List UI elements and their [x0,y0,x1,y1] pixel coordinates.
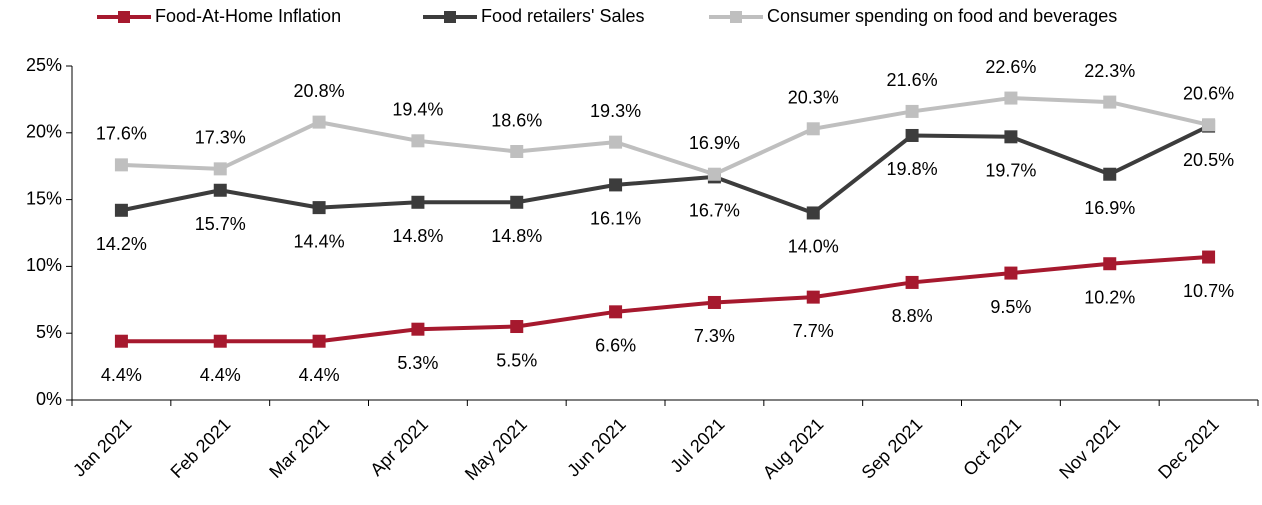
data-label: 19.8% [887,159,938,179]
data-label: 14.8% [392,226,443,246]
x-tick-label: Jan 2021 [69,414,136,481]
marker [411,134,425,148]
marker [312,201,326,215]
series-line [121,255,1209,344]
marker [213,183,227,197]
marker [114,158,128,172]
data-label: 17.6% [96,124,147,144]
marker [510,195,524,209]
data-label: 14.2% [96,234,147,254]
x-tick-label: Jul 2021 [666,414,728,476]
x-tick-label: Dec 2021 [1154,414,1223,483]
marker [1202,250,1216,264]
data-label: 7.3% [694,326,735,346]
data-label: 5.5% [496,350,537,370]
data-label: 19.4% [392,100,443,120]
data-label: 20.5% [1183,150,1234,170]
marker [707,167,721,181]
data-label: 22.3% [1084,61,1135,81]
y-tick-label: 15% [26,188,62,208]
data-label: 4.4% [200,365,241,385]
data-label: 16.9% [1084,198,1135,218]
marker [510,145,524,159]
data-label: 16.7% [689,201,740,221]
data-label: 21.6% [887,70,938,90]
data-label: 19.3% [590,101,641,121]
marker [1004,130,1018,144]
data-label: 16.9% [689,133,740,153]
x-tick-label: Mar 2021 [265,414,333,482]
x-tick-label: Oct 2021 [959,414,1025,480]
marker [1103,257,1117,271]
y-tick-label: 10% [26,255,62,275]
marker [114,334,128,348]
data-label: 19.7% [985,161,1036,181]
marker [609,135,623,149]
x-tick-label: Apr 2021 [366,414,432,480]
marker [1103,95,1117,109]
data-label: 18.6% [491,110,542,130]
x-tick-label: May 2021 [461,414,531,484]
x-tick-label: Feb 2021 [167,414,235,482]
marker [905,104,919,118]
series-line [121,124,1210,215]
marker [707,295,721,309]
data-label: 9.5% [990,297,1031,317]
data-label: 10.2% [1084,287,1135,307]
legend-label: Consumer spending on food and beverages [767,6,1117,26]
x-tick-label: Aug 2021 [759,414,828,483]
data-label: 8.8% [892,306,933,326]
marker [905,128,919,142]
y-tick-label: 0% [36,389,62,409]
series-line [121,96,1210,177]
marker [806,206,820,220]
data-label: 15.7% [195,214,246,234]
marker [609,305,623,319]
marker [411,322,425,336]
marker [1004,91,1018,105]
x-tick-label: Jun 2021 [563,414,630,481]
data-label: 20.8% [294,81,345,101]
marker [213,334,227,348]
data-label: 10.7% [1183,281,1234,301]
marker [905,275,919,289]
legend-marker [444,11,456,23]
y-tick-label: 25% [26,55,62,75]
marker [411,195,425,209]
marker [806,122,820,136]
data-label: 4.4% [101,365,142,385]
marker [213,162,227,176]
marker [806,290,820,304]
marker [114,203,128,217]
data-label: 17.3% [195,128,246,148]
marker [609,178,623,192]
marker [1004,266,1018,280]
data-label: 7.7% [793,321,834,341]
data-label: 5.3% [397,353,438,373]
y-tick-label: 20% [26,122,62,142]
y-tick-label: 5% [36,322,62,342]
legend-label: Food-At-Home Inflation [155,6,341,26]
data-label: 20.3% [788,88,839,108]
marker [1202,118,1216,132]
x-tick-label: Sep 2021 [858,414,927,483]
data-label: 20.6% [1183,84,1234,104]
marker [510,320,524,334]
legend-marker [730,11,742,23]
legend-label: Food retailers' Sales [481,6,645,26]
legend-marker [118,11,130,23]
x-tick-label: Nov 2021 [1055,414,1124,483]
marker [312,115,326,129]
marker [312,334,326,348]
marker [1103,167,1117,181]
data-label: 14.4% [294,231,345,251]
data-label: 6.6% [595,336,636,356]
data-label: 14.0% [788,237,839,257]
data-label: 16.1% [590,209,641,229]
data-label: 22.6% [985,57,1036,77]
data-label: 14.8% [491,226,542,246]
data-label: 4.4% [299,365,340,385]
